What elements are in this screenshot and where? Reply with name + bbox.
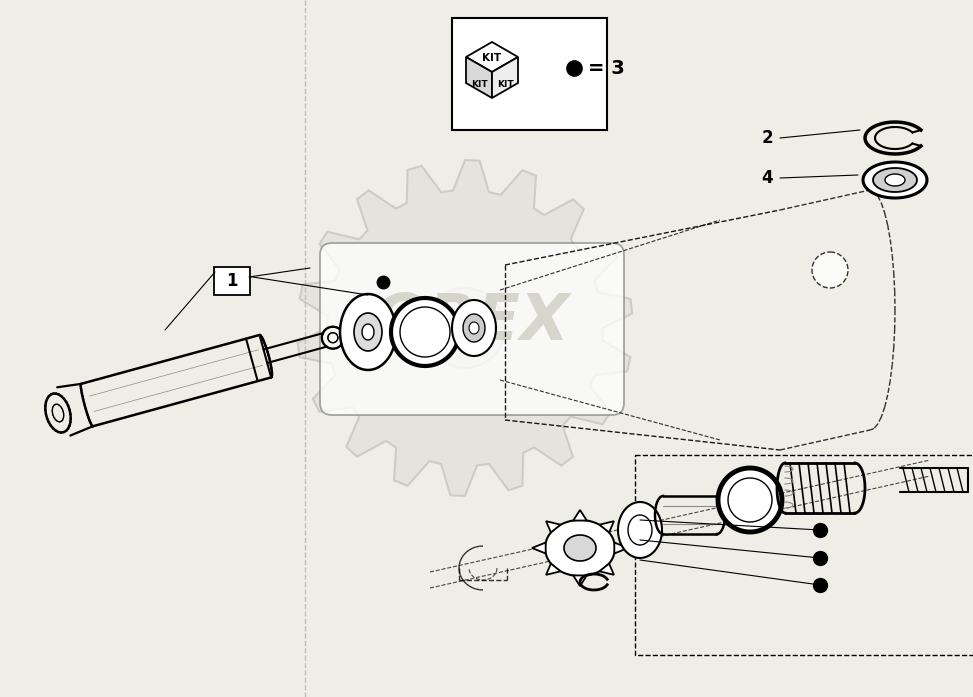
FancyBboxPatch shape — [320, 243, 624, 415]
Text: 1: 1 — [227, 272, 237, 290]
Polygon shape — [863, 162, 927, 198]
Polygon shape — [873, 168, 917, 192]
Text: KIT: KIT — [483, 53, 501, 63]
Bar — [635, 455, 973, 655]
Polygon shape — [546, 564, 560, 575]
Polygon shape — [492, 57, 518, 98]
Text: = 3: = 3 — [588, 59, 625, 77]
Text: 2: 2 — [762, 129, 773, 147]
Circle shape — [812, 252, 848, 288]
FancyBboxPatch shape — [214, 267, 250, 295]
Polygon shape — [532, 542, 546, 553]
Polygon shape — [466, 42, 518, 72]
Polygon shape — [564, 535, 596, 561]
Polygon shape — [362, 324, 374, 340]
Polygon shape — [628, 515, 652, 545]
Polygon shape — [573, 576, 587, 586]
Polygon shape — [599, 521, 614, 533]
Polygon shape — [466, 57, 492, 98]
Polygon shape — [885, 174, 905, 186]
Polygon shape — [546, 521, 560, 533]
Polygon shape — [391, 298, 459, 366]
Polygon shape — [614, 542, 628, 553]
Bar — [452, 18, 607, 130]
Polygon shape — [298, 160, 632, 496]
Polygon shape — [463, 314, 485, 342]
Polygon shape — [545, 520, 615, 576]
Polygon shape — [340, 294, 396, 370]
Polygon shape — [718, 468, 782, 532]
Polygon shape — [452, 300, 496, 356]
Text: KIT: KIT — [496, 79, 514, 89]
Text: OREX: OREX — [374, 291, 570, 353]
Polygon shape — [618, 502, 662, 558]
Circle shape — [425, 288, 505, 368]
Text: KIT: KIT — [471, 79, 487, 89]
Polygon shape — [599, 564, 614, 575]
Polygon shape — [354, 313, 382, 351]
Text: 4: 4 — [762, 169, 773, 187]
Polygon shape — [573, 510, 587, 521]
Polygon shape — [469, 322, 479, 334]
Polygon shape — [400, 307, 450, 357]
Polygon shape — [728, 478, 772, 522]
